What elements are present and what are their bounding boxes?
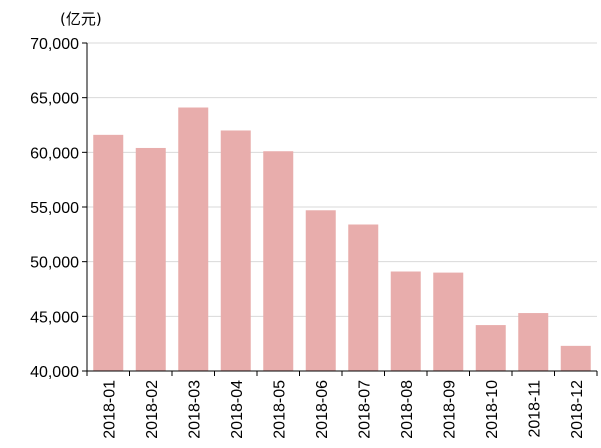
bar <box>390 271 421 371</box>
bar <box>475 325 506 371</box>
bar <box>220 130 251 371</box>
x-tick-label: 2018-03 <box>186 380 203 439</box>
bar <box>305 210 336 371</box>
x-tick-label: 2018-05 <box>271 380 288 439</box>
x-tick-label: 2018-09 <box>441 380 458 439</box>
bar <box>348 224 379 371</box>
y-tick-label: 65,000 <box>30 91 79 108</box>
x-tick-label: 2018-12 <box>569 380 586 439</box>
x-tick-label: 2018-01 <box>101 380 118 439</box>
x-tick-label: 2018-06 <box>314 380 331 439</box>
x-axis-ticks: 2018-01 2018-02 2018-03 2018-04 2018-05 2018-… <box>86 371 598 439</box>
y-tick-label: 60,000 <box>30 145 79 162</box>
bar <box>560 345 591 371</box>
bar <box>433 272 464 371</box>
bar <box>93 134 124 371</box>
x-tick-label: 2018-11 <box>526 380 543 438</box>
x-tick-label: 2018-02 <box>144 380 161 439</box>
x-tick-label: 2018-07 <box>356 380 373 439</box>
bar <box>518 313 549 371</box>
bar <box>263 151 294 371</box>
y-axis-unit-label: (亿元) <box>60 10 102 28</box>
y-axis-ticks: 40,000 45,000 50,000 55,000 60,000 65,000 70,0… <box>30 36 87 381</box>
y-tick-label: 50,000 <box>30 255 79 272</box>
bars <box>93 107 591 372</box>
y-tick-label: 55,000 <box>30 200 79 217</box>
bar <box>135 147 166 371</box>
gridlines <box>87 42 597 317</box>
x-tick-label: 2018-04 <box>229 380 246 439</box>
y-tick-label: 40,000 <box>30 364 79 381</box>
x-tick-label: 2018-08 <box>399 380 416 439</box>
y-tick-label: 45,000 <box>30 309 79 326</box>
bar <box>178 107 209 372</box>
x-tick-label: 2018-10 <box>484 380 501 439</box>
y-tick-label: 70,000 <box>30 36 79 53</box>
